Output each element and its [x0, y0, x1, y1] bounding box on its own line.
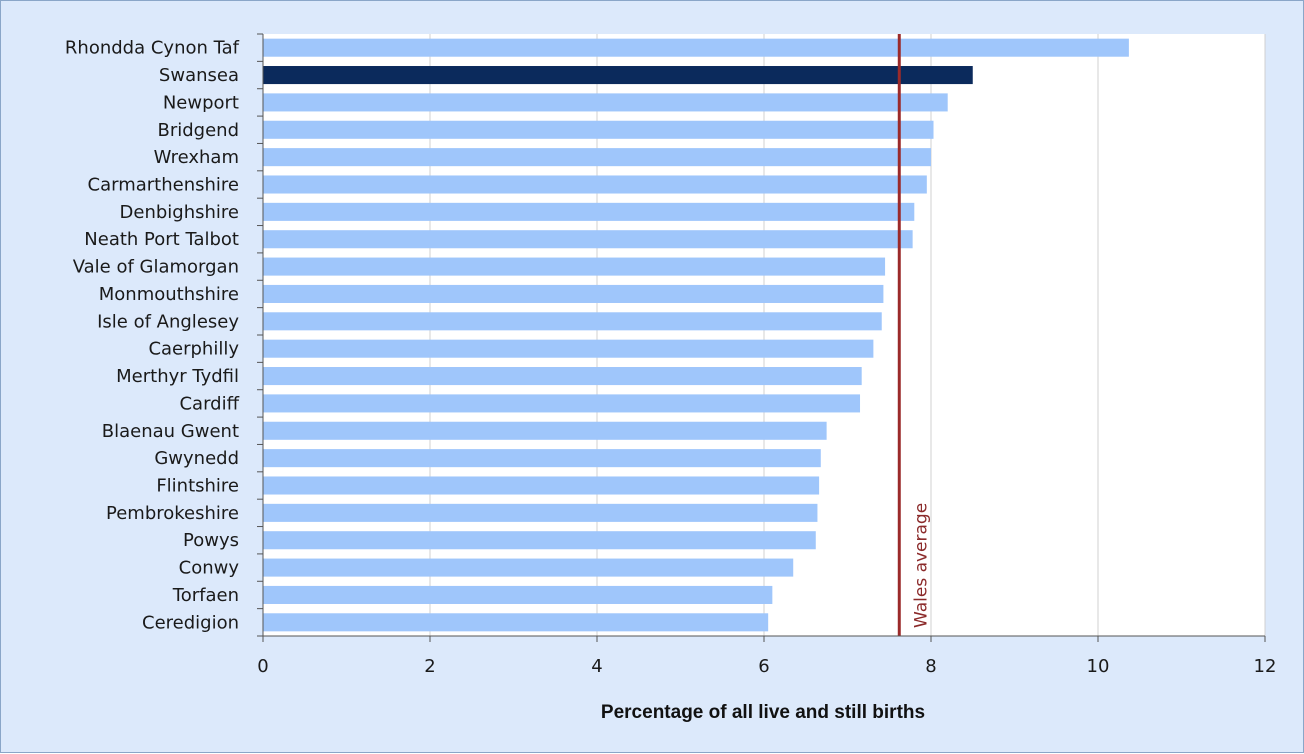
bar-flintshire — [263, 476, 819, 494]
wales-average-label: Wales average — [911, 503, 931, 628]
category-label: Isle of Anglesey — [97, 311, 239, 332]
bar-conwy — [263, 559, 793, 577]
bar-blaenau-gwent — [263, 422, 827, 440]
category-label: Ceredigion — [142, 612, 239, 633]
x-tick-label: 8 — [925, 656, 936, 677]
category-label: Swansea — [159, 65, 239, 86]
category-label: Rhondda Cynon Taf — [65, 38, 240, 59]
category-label: Wrexham — [154, 147, 239, 168]
x-tick-label: 12 — [1254, 656, 1277, 677]
category-label: Merthyr Tydfil — [116, 366, 239, 387]
category-label: Powys — [183, 530, 239, 551]
category-label: Carmarthenshire — [88, 175, 239, 196]
bar-gwynedd — [263, 449, 821, 467]
x-tick-label: 4 — [591, 656, 602, 677]
category-label: Conwy — [179, 558, 240, 579]
bar-vale-of-glamorgan — [263, 258, 885, 276]
bar-denbighshire — [263, 203, 914, 221]
category-label: Vale of Glamorgan — [73, 257, 239, 278]
category-label: Pembrokeshire — [106, 503, 239, 524]
bar-caerphilly — [263, 340, 873, 358]
category-label: Newport — [163, 92, 239, 113]
category-label: Blaenau Gwent — [102, 421, 239, 442]
bar-merthyr-tydfil — [263, 367, 862, 385]
bar-cardiff — [263, 394, 860, 412]
bar-carmarthenshire — [263, 175, 927, 193]
bar-swansea — [263, 66, 973, 84]
category-label: Gwynedd — [154, 448, 239, 469]
bar-pembrokeshire — [263, 504, 817, 522]
bar-wrexham — [263, 148, 931, 166]
x-tick-label: 10 — [1087, 656, 1110, 677]
category-label: Caerphilly — [148, 339, 239, 360]
x-axis-title: Percentage of all live and still births — [601, 702, 925, 723]
bar-neath-port-talbot — [263, 230, 913, 248]
bar-bridgend — [263, 121, 934, 139]
bar-isle-of-anglesey — [263, 312, 882, 330]
category-labels: Rhondda Cynon Taf Swansea Newport Bridgend W… — [65, 38, 240, 634]
bar-ceredigion — [263, 613, 768, 631]
category-label: Flintshire — [156, 476, 239, 497]
category-label: Bridgend — [157, 120, 239, 141]
x-tick-label: 0 — [257, 656, 268, 677]
category-label: Monmouthshire — [99, 284, 239, 305]
x-tick-labels: 0 2 4 6 8 10 12 — [257, 656, 1276, 677]
category-label: Torfaen — [172, 585, 239, 606]
category-label: Cardiff — [179, 393, 239, 414]
bar-newport — [263, 93, 948, 111]
category-label: Neath Port Talbot — [84, 229, 239, 250]
x-tick-label: 2 — [424, 656, 435, 677]
x-tick-label: 6 — [758, 656, 769, 677]
bar-torfaen — [263, 586, 772, 604]
category-label: Denbighshire — [120, 202, 239, 223]
bar-rhondda-cynon-taf — [263, 39, 1129, 57]
bar-powys — [263, 531, 816, 549]
bar-monmouthshire — [263, 285, 883, 303]
